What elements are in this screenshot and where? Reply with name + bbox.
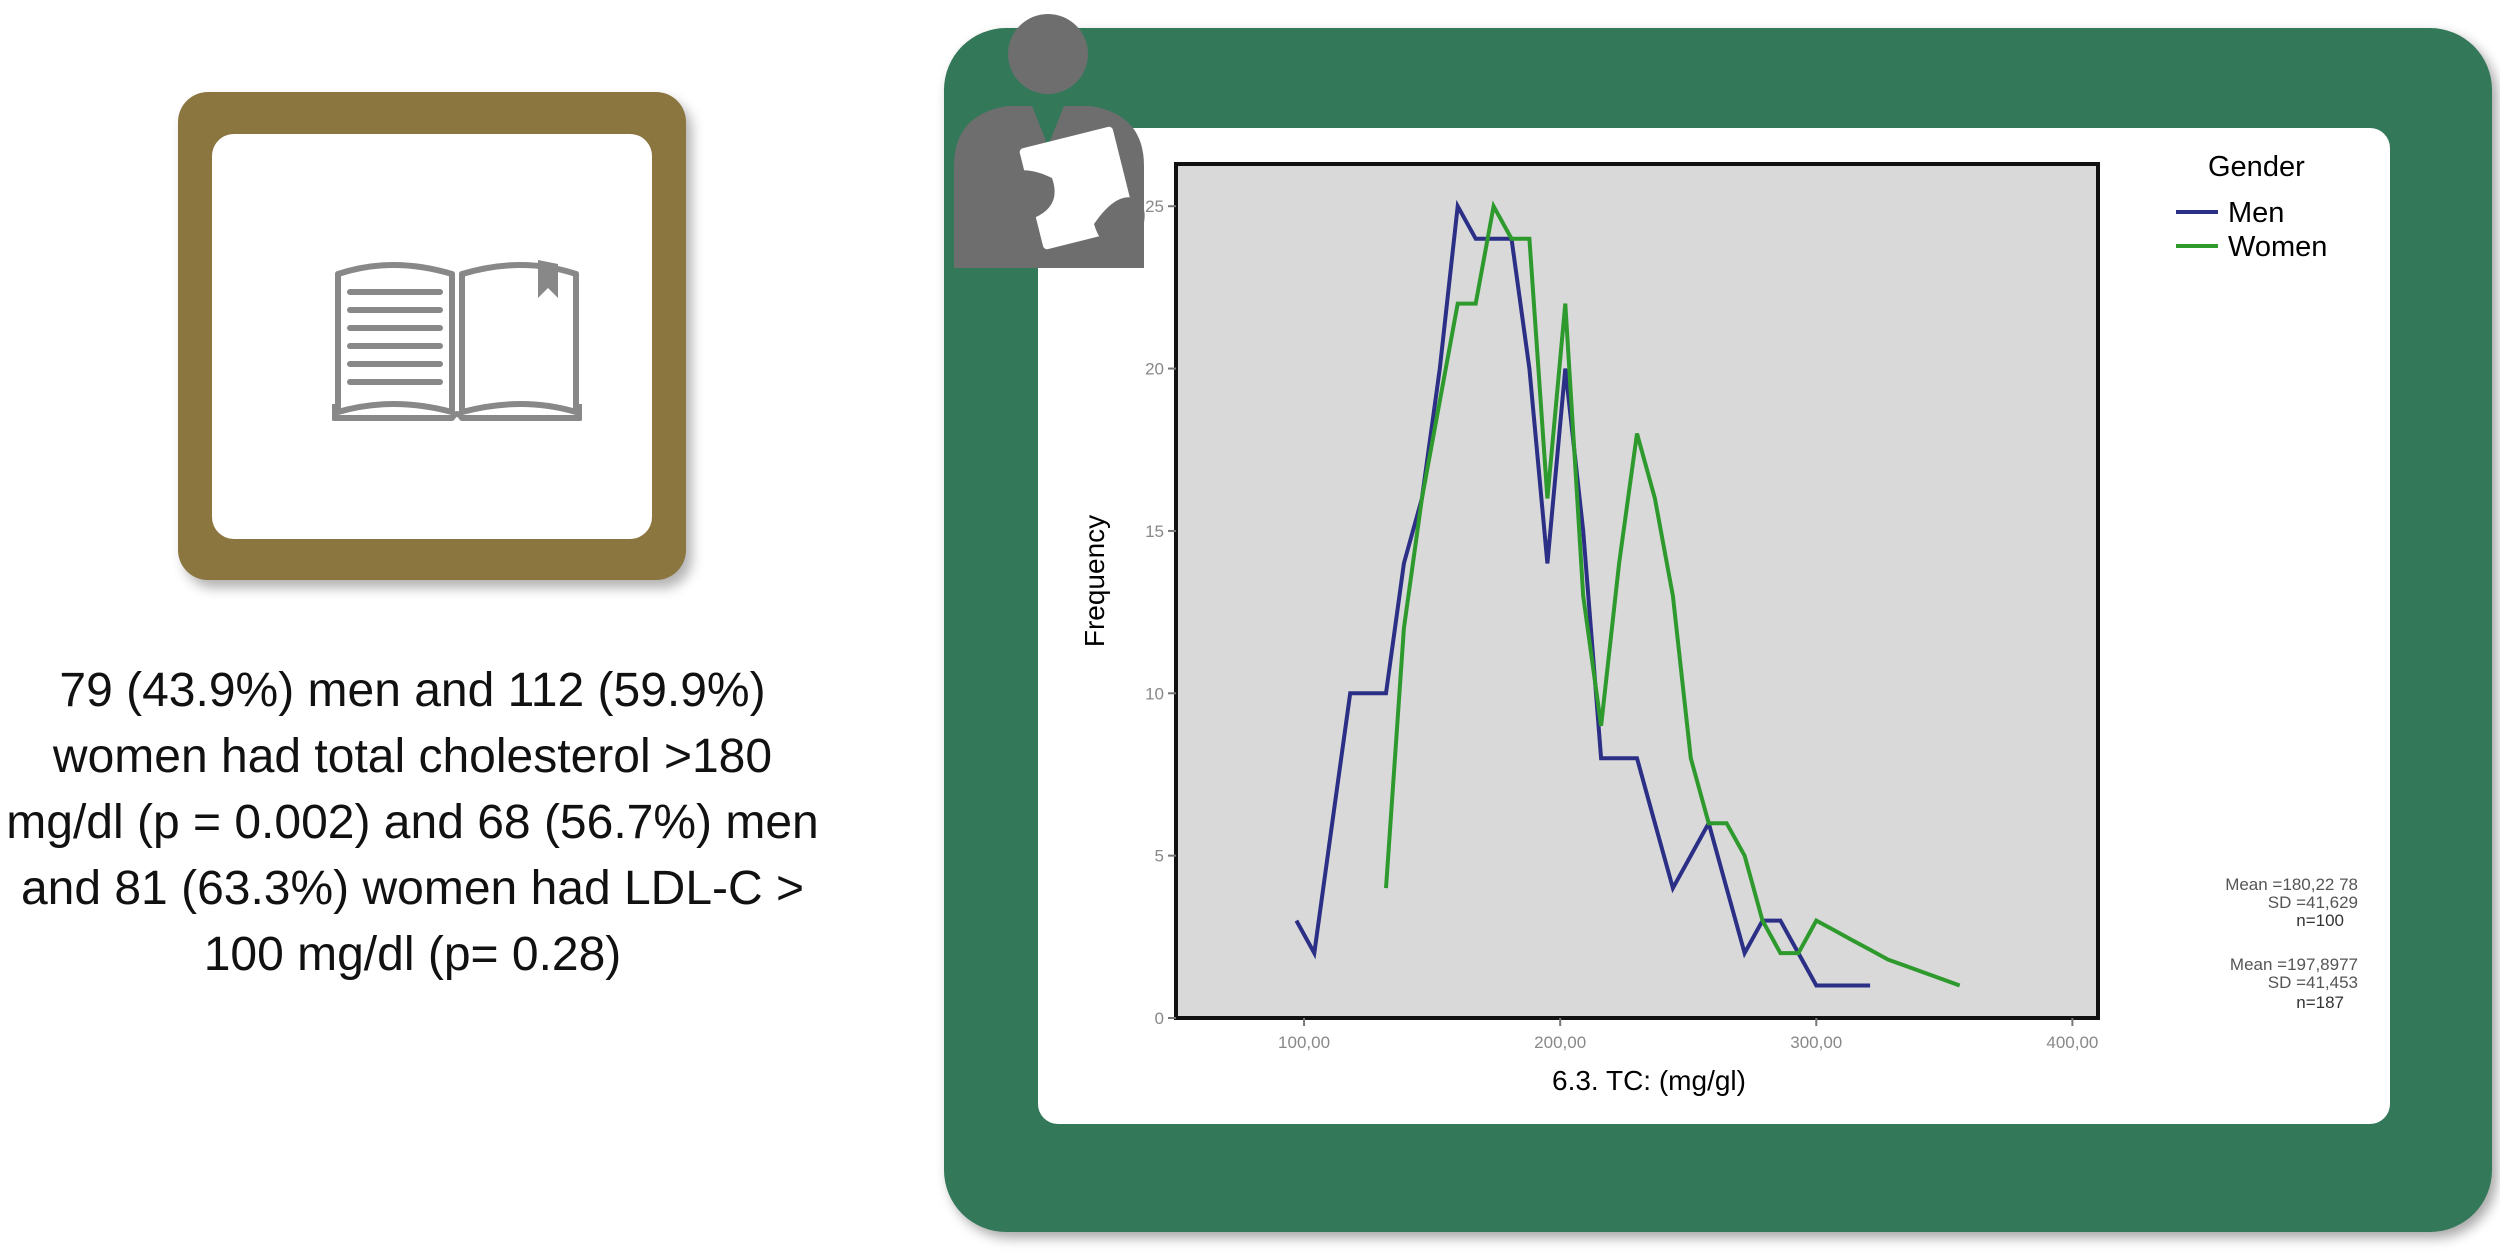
x-tick-label: 200,00 bbox=[1534, 1033, 1586, 1052]
x-tick-label: 400,00 bbox=[2046, 1033, 2098, 1052]
axis-ticks: 0 5 10 15 20 25 100,00 200,00 300,00 400,00 bbox=[1145, 197, 2098, 1052]
legend: Gender Men Women bbox=[2176, 151, 2327, 263]
series-line-women bbox=[1384, 200, 1961, 988]
y-tick-label: 10 bbox=[1145, 684, 1164, 703]
x-tick-label: 100,00 bbox=[1278, 1033, 1330, 1052]
frequency-chart: 0 5 10 15 20 25 100,00 200,00 300,00 400,00 Frequ… bbox=[1079, 151, 2358, 1096]
y-tick-label: 5 bbox=[1155, 847, 1164, 866]
legend-label-men: Men bbox=[2228, 197, 2284, 229]
y-tick-label: 15 bbox=[1145, 522, 1164, 541]
summary-text: 79 (43.9%) men and 112 (59.9%) women had… bbox=[6, 664, 819, 981]
women-mean: Mean =197,8977 bbox=[2230, 955, 2358, 974]
y-tick-label: 20 bbox=[1145, 360, 1164, 379]
x-tick-label: 300,00 bbox=[1790, 1033, 1842, 1052]
plot-area bbox=[1174, 162, 2100, 1020]
y-tick-label: 0 bbox=[1155, 1009, 1164, 1028]
legend-label-women: Women bbox=[2228, 231, 2327, 263]
resource-card bbox=[178, 92, 686, 580]
legend-title: Gender bbox=[2208, 151, 2305, 183]
x-axis-label: 6.3. TC: (mg/gl) bbox=[1552, 1065, 1746, 1096]
men-sd: SD =41,629 bbox=[2268, 893, 2358, 912]
series-statistics: Mean =180,22 78 SD =41,629 n=100 Mean =1… bbox=[2225, 875, 2358, 1012]
y-axis-label: Frequency bbox=[1079, 515, 1110, 647]
men-n: n=100 bbox=[2296, 911, 2344, 930]
women-n: n=187 bbox=[2296, 993, 2344, 1012]
series-line-men bbox=[1294, 199, 1871, 988]
open-book-icon bbox=[332, 260, 582, 421]
men-mean: Mean =180,22 78 bbox=[2225, 875, 2358, 894]
series-lines bbox=[1294, 199, 1961, 988]
women-sd: SD =41,453 bbox=[2268, 973, 2358, 992]
y-tick-label: 25 bbox=[1145, 197, 1164, 216]
presenter-icon bbox=[954, 14, 1145, 268]
resource-card-inner bbox=[212, 134, 652, 539]
